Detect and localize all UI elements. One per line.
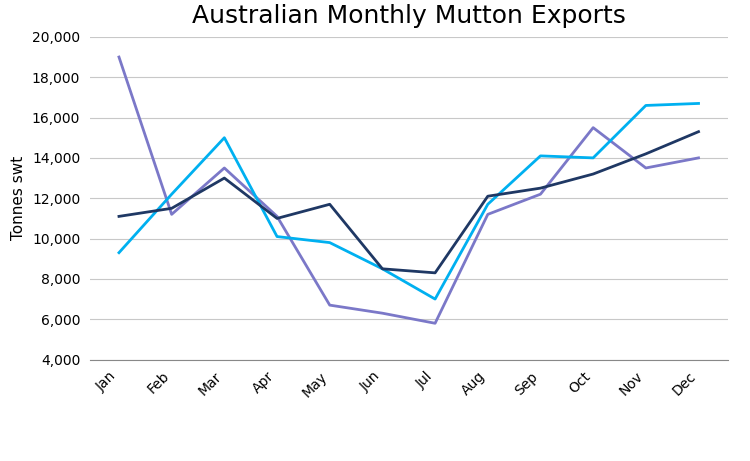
2022 — [272, 216, 281, 221]
2022 — [326, 201, 334, 207]
2022 — [167, 206, 176, 211]
2022 — [589, 171, 598, 177]
2022 — [430, 270, 439, 276]
2021 — [326, 240, 334, 245]
2021 — [378, 266, 387, 272]
Line: 2022: 2022 — [119, 132, 698, 273]
2021 — [483, 201, 492, 207]
2020 — [589, 125, 598, 130]
2021 — [641, 103, 650, 108]
2020 — [272, 213, 281, 219]
2021 — [272, 234, 281, 239]
2020 — [115, 54, 124, 60]
Title: Australian Monthly Mutton Exports: Australian Monthly Mutton Exports — [192, 4, 626, 28]
2022 — [641, 151, 650, 157]
2021 — [167, 191, 176, 197]
2022 — [483, 194, 492, 199]
2020 — [378, 310, 387, 316]
2020 — [220, 165, 229, 171]
2022 — [378, 266, 387, 272]
2020 — [483, 212, 492, 217]
Line: 2021: 2021 — [119, 103, 698, 299]
2022 — [694, 129, 703, 135]
2020 — [326, 302, 334, 308]
Line: 2020: 2020 — [119, 57, 698, 323]
2020 — [167, 212, 176, 217]
2021 — [536, 153, 545, 159]
Y-axis label: Tonnes swt: Tonnes swt — [11, 156, 26, 240]
2021 — [115, 250, 124, 255]
2021 — [694, 100, 703, 106]
2020 — [430, 320, 439, 326]
2020 — [536, 191, 545, 197]
2022 — [220, 175, 229, 181]
2022 — [536, 185, 545, 191]
2020 — [641, 165, 650, 171]
2021 — [589, 155, 598, 161]
2020 — [694, 155, 703, 161]
2022 — [115, 213, 124, 219]
2021 — [220, 135, 229, 141]
2021 — [430, 296, 439, 302]
